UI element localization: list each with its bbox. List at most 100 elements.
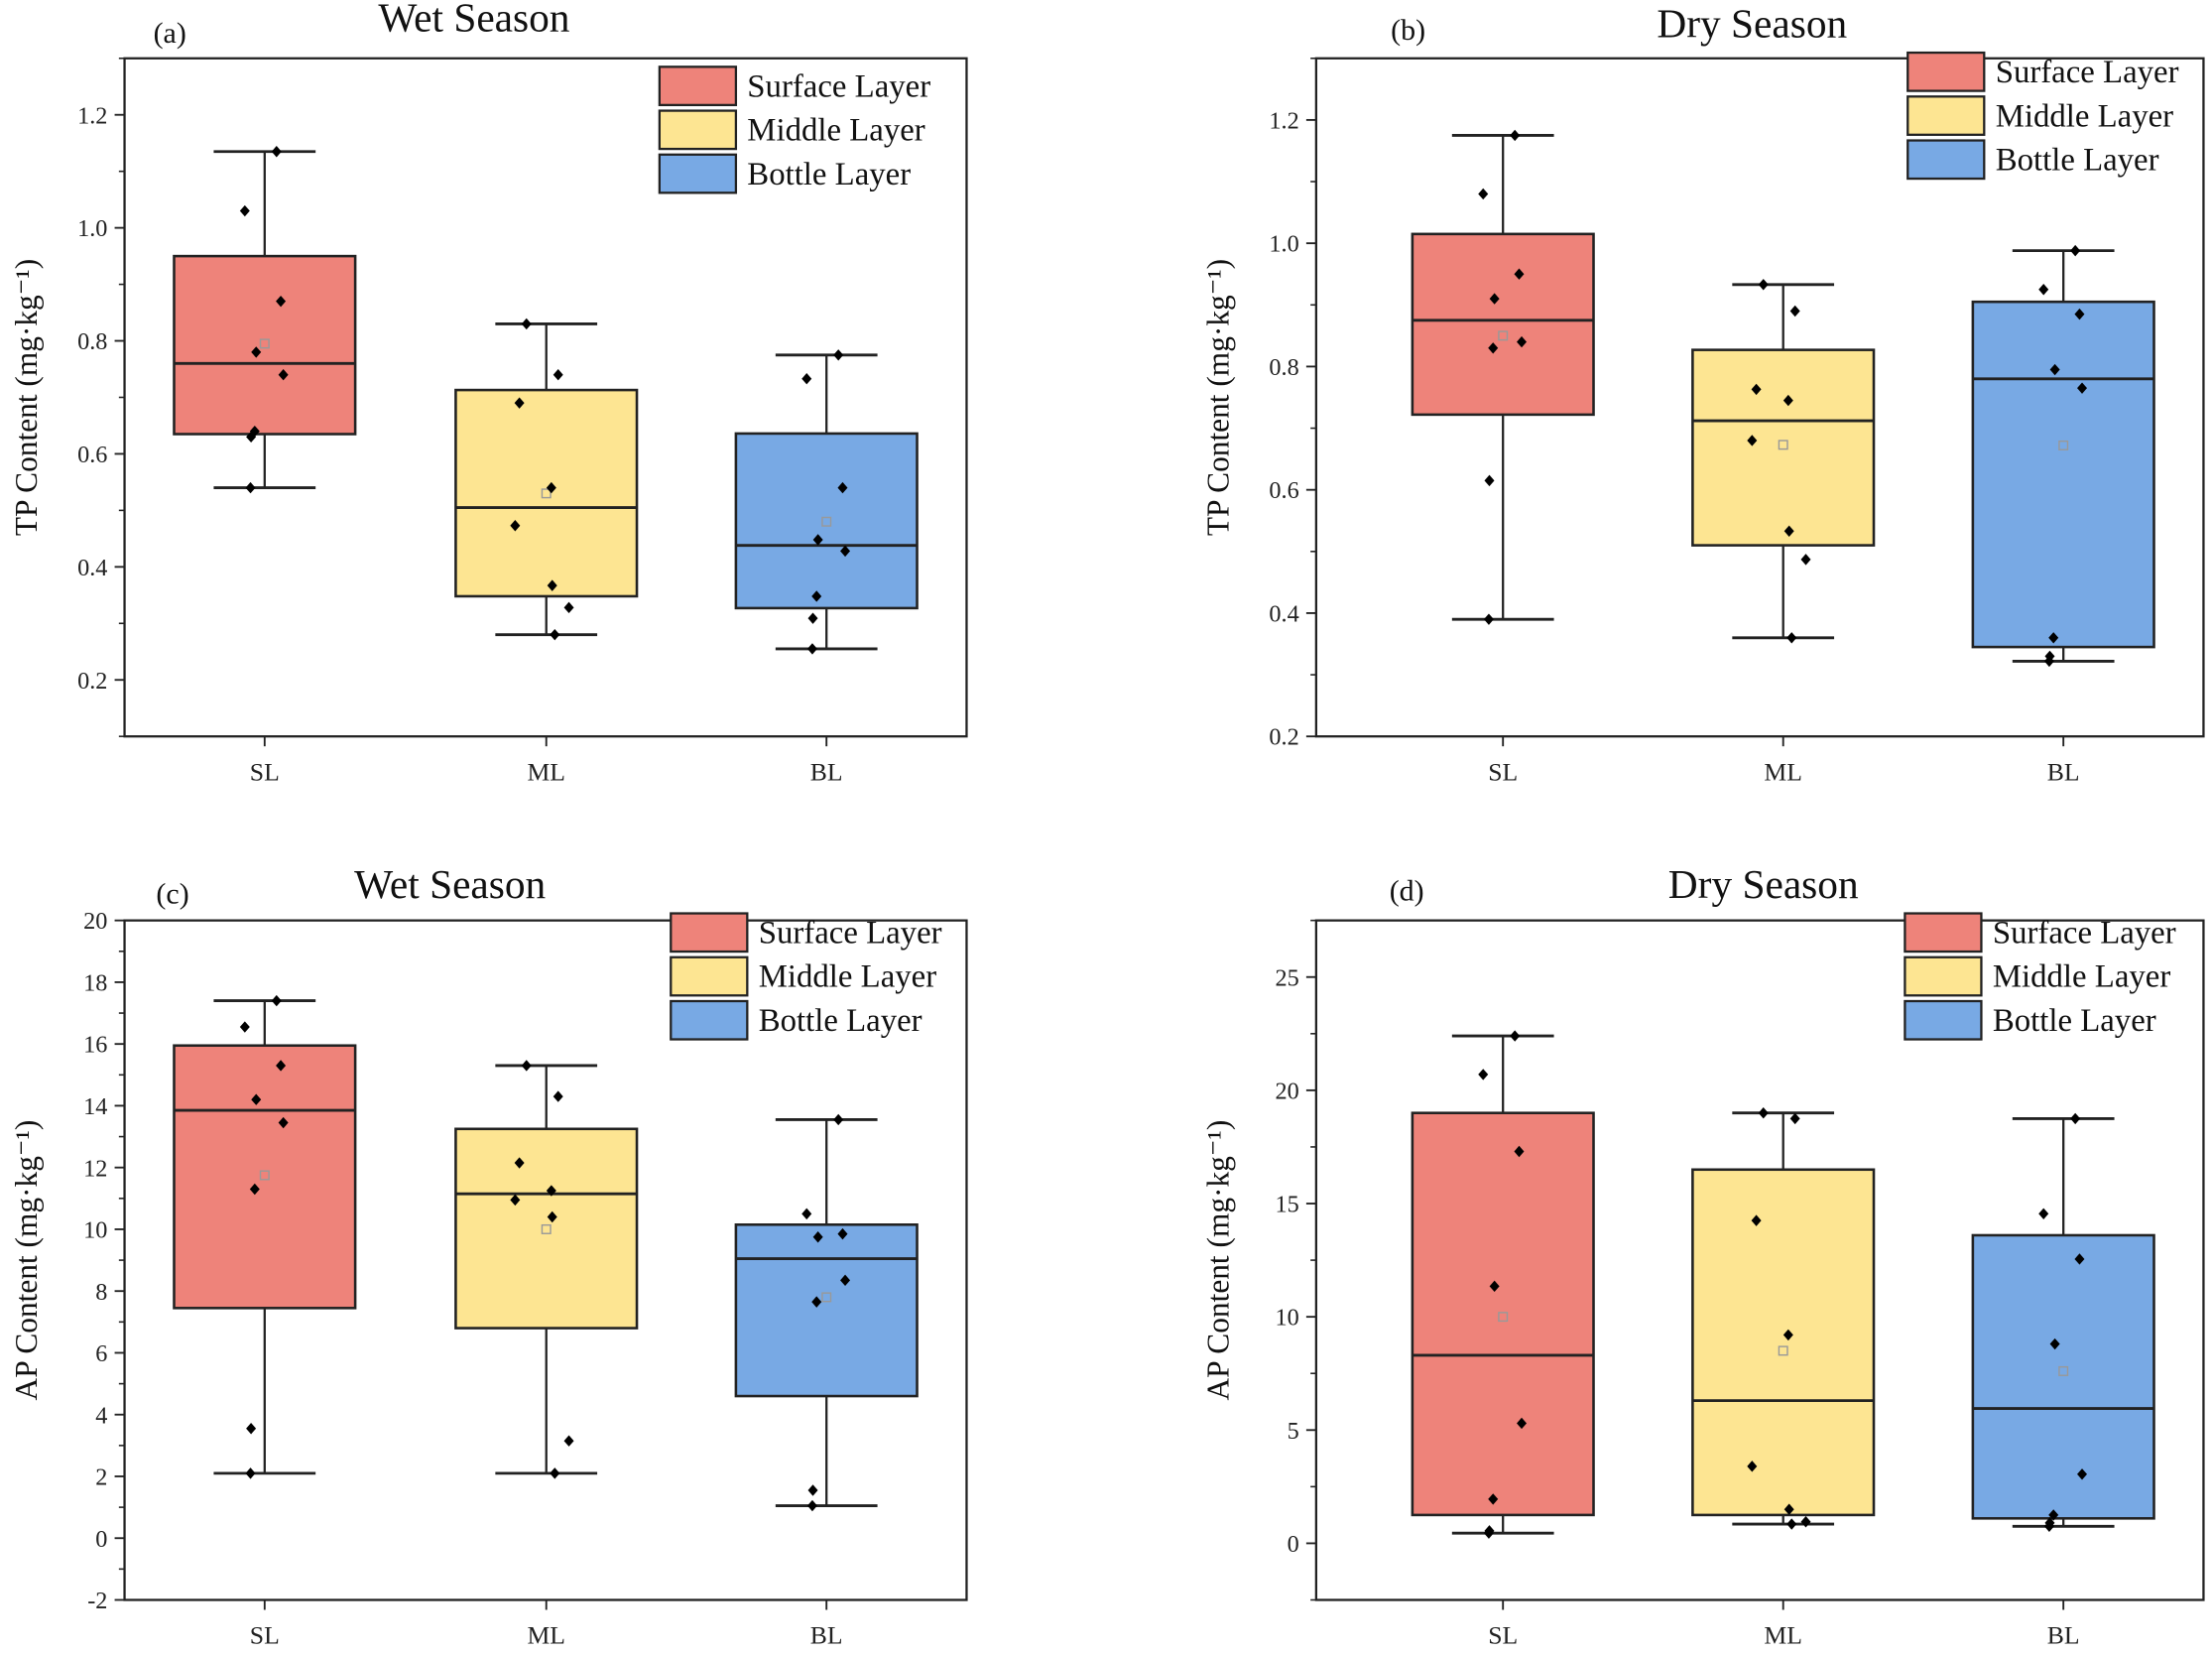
box-ML — [1691, 348, 1876, 547]
data-point — [1510, 1030, 1521, 1042]
legend-swatch-SL — [658, 65, 738, 107]
data-point — [811, 1296, 822, 1308]
legend-label: Bottle Layer — [759, 1003, 922, 1039]
y-tick-label: 5 — [1288, 1418, 1299, 1445]
legend-swatch-SL — [1904, 912, 1983, 954]
legend-swatch-SL — [1906, 51, 1986, 92]
data-point — [246, 1423, 257, 1435]
box-SL — [173, 1044, 357, 1310]
data-point — [806, 1499, 817, 1512]
mean-marker — [821, 516, 832, 527]
y-tick-label: 0.2 — [77, 668, 107, 695]
box-ML — [454, 388, 639, 598]
panel-label: (d) — [1390, 875, 1424, 908]
legend-label: Surface Layer — [747, 68, 930, 104]
y-tick-label: 0.6 — [77, 442, 107, 468]
y-tick-label: 0.4 — [77, 555, 107, 581]
legend-label: Middle Layer — [1993, 959, 2170, 995]
data-point — [246, 431, 257, 444]
data-point — [563, 601, 574, 614]
data-point — [833, 1113, 844, 1126]
data-point — [550, 628, 560, 641]
data-point — [1800, 1516, 1811, 1528]
data-point — [2038, 284, 2049, 296]
y-tick-label: 1.2 — [77, 102, 107, 129]
data-point — [1782, 1329, 1793, 1341]
panel-c: Wet Season (c) AP Content (mg·kg⁻¹) -2 0 2 4 6 8… — [9, 861, 968, 1650]
x-tick-label: BL — [810, 1621, 843, 1650]
y-tick-label: 15 — [1276, 1192, 1299, 1218]
y-tick-label: 4 — [95, 1402, 107, 1429]
x-tick-label: BL — [2047, 757, 2080, 786]
legend-swatch-ML — [658, 109, 738, 151]
data-point — [1786, 1518, 1797, 1530]
data-point — [837, 1227, 848, 1240]
legend-swatch-BL — [658, 153, 738, 194]
legend-swatch-ML — [670, 955, 749, 997]
chart-title: Wet Season — [354, 861, 546, 907]
x-tick-label: BL — [2047, 1621, 2080, 1650]
mean-marker — [821, 1292, 832, 1303]
x-tick-label: ML — [527, 1621, 565, 1650]
data-point — [1478, 1069, 1489, 1081]
data-point — [2048, 1509, 2059, 1521]
data-point — [1517, 335, 1528, 348]
data-point — [1517, 1417, 1528, 1430]
legend-swatch-BL — [1904, 999, 1983, 1041]
data-point — [833, 349, 844, 361]
data-point — [553, 368, 563, 381]
data-point — [251, 1093, 262, 1105]
data-point — [521, 318, 532, 330]
mean-marker — [259, 338, 270, 349]
y-axis-label: AP Content (mg·kg⁻¹) — [1200, 1120, 1235, 1401]
box-BL — [1971, 1233, 2155, 1520]
x-tick-label: ML — [1764, 1621, 1802, 1650]
data-point — [563, 1435, 574, 1447]
panel-b: Dry Season (b) TP Content (mg·kg⁻¹) 0.2 0.4 0… — [1200, 0, 2205, 786]
chart-title: Dry Season — [1668, 861, 1859, 907]
legend-swatch-ML — [1906, 95, 1986, 136]
y-axis-label: TP Content (mg·kg⁻¹) — [1200, 259, 1235, 536]
plot-frame — [1314, 919, 2205, 1601]
y-tick-label: 8 — [95, 1279, 107, 1306]
y-tick-label: 1.0 — [1269, 231, 1298, 258]
panel-d: Dry Season (d) AP Content (mg·kg⁻¹) 0 5 10 15 2… — [1200, 861, 2205, 1650]
panel-label: (a) — [154, 17, 186, 50]
data-point — [1786, 632, 1797, 644]
data-point — [1751, 1214, 1762, 1226]
y-tick-label: 1.0 — [77, 215, 107, 242]
data-point — [1510, 129, 1521, 142]
x-tick-label: SL — [1488, 1621, 1518, 1650]
mean-marker — [1778, 440, 1788, 450]
data-point — [2074, 1253, 2085, 1265]
legend-label: Middle Layer — [747, 113, 924, 149]
data-point — [1782, 394, 1793, 407]
legend-label: Surface Layer — [1993, 915, 2176, 951]
y-tick-label: 12 — [83, 1155, 107, 1182]
data-point — [1758, 279, 1769, 291]
data-point — [276, 295, 287, 308]
y-axis-label: TP Content (mg·kg⁻¹) — [9, 259, 44, 536]
x-tick-label: SL — [250, 1621, 280, 1650]
data-point — [1483, 613, 1494, 625]
data-point — [245, 481, 256, 494]
data-point — [2049, 363, 2060, 376]
data-point — [2077, 382, 2088, 394]
x-tick-label: SL — [1488, 757, 1518, 786]
y-tick-label: 0.8 — [1269, 354, 1298, 381]
data-point — [1747, 435, 1758, 446]
y-tick-label: 25 — [1276, 964, 1299, 991]
y-tick-label: 0.6 — [1269, 477, 1298, 504]
data-point — [1483, 1527, 1494, 1539]
data-point — [840, 1274, 851, 1287]
y-tick-label: 20 — [1276, 1078, 1299, 1104]
data-point — [812, 534, 823, 546]
y-tick-label: 20 — [83, 908, 107, 935]
mean-marker — [1778, 1345, 1788, 1356]
panel-label: (b) — [1391, 14, 1425, 47]
y-tick-label: 1.2 — [1269, 107, 1298, 134]
data-point — [239, 1021, 250, 1033]
legend-label: Surface Layer — [759, 915, 942, 951]
data-point — [514, 1157, 525, 1169]
